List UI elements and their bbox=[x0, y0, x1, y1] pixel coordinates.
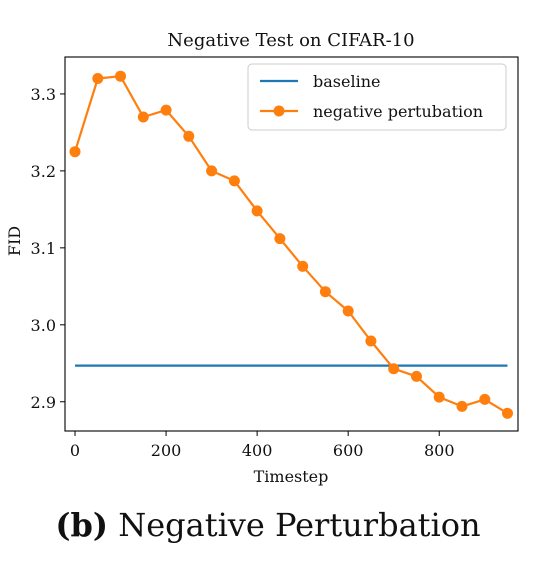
x-tick-label: 600 bbox=[333, 441, 364, 460]
data-point-negative-pertubation bbox=[365, 335, 377, 347]
data-point-negative-pertubation bbox=[160, 104, 172, 116]
data-point-negative-pertubation bbox=[342, 305, 354, 317]
data-point-negative-pertubation bbox=[388, 363, 400, 375]
x-tick-label: 200 bbox=[151, 441, 182, 460]
data-point-negative-pertubation bbox=[206, 165, 218, 177]
x-axis-label: Timestep bbox=[254, 467, 329, 486]
data-point-negative-pertubation bbox=[411, 370, 422, 382]
x-tick-label: 400 bbox=[242, 441, 273, 460]
legend-marker-negative-pertubation bbox=[273, 105, 285, 117]
y-tick-label: 3.1 bbox=[31, 239, 56, 258]
legend-label-baseline: baseline bbox=[313, 72, 380, 91]
data-point-negative-pertubation bbox=[251, 205, 263, 217]
data-point-negative-pertubation bbox=[92, 73, 104, 84]
data-point-negative-pertubation bbox=[274, 233, 286, 245]
line-chart: Negative Test on CIFAR-10 0 200 400 600 800 2… bbox=[5, 30, 519, 486]
y-tick-label: 3.2 bbox=[31, 162, 56, 181]
data-point-negative-pertubation bbox=[69, 146, 81, 158]
data-point-negative-pertubation bbox=[228, 175, 240, 187]
plot-area bbox=[69, 70, 513, 419]
data-point-negative-pertubation bbox=[479, 393, 491, 405]
data-point-negative-pertubation bbox=[319, 286, 331, 298]
y-axis-label: FID bbox=[5, 226, 24, 256]
chart-title: Negative Test on CIFAR-10 bbox=[167, 30, 414, 51]
data-point-negative-pertubation bbox=[137, 111, 149, 123]
legend-label-negative-pertubation: negative pertubation bbox=[313, 102, 483, 121]
figure-caption: (b) Negative Perturbation bbox=[0, 506, 536, 544]
data-point-negative-pertubation bbox=[456, 400, 468, 412]
axis-ticks: 0 200 400 600 800 2.9 3.0 3.1 3.2 3.3 bbox=[31, 85, 455, 460]
x-tick-label: 0 bbox=[70, 441, 80, 460]
caption-text: Negative Perturbation bbox=[118, 506, 481, 544]
data-point-negative-pertubation bbox=[433, 391, 445, 403]
legend-frame bbox=[247, 63, 507, 131]
x-tick-label: 800 bbox=[424, 441, 455, 460]
axes-frame bbox=[64, 56, 519, 432]
caption-label: (b) bbox=[55, 506, 109, 544]
y-tick-label: 3.3 bbox=[31, 85, 56, 104]
data-point-negative-pertubation bbox=[502, 407, 513, 419]
y-tick-label: 3.0 bbox=[31, 316, 56, 335]
data-point-negative-pertubation bbox=[183, 130, 195, 142]
y-tick-label: 2.9 bbox=[31, 393, 56, 412]
legend: baseline negative pertubation bbox=[247, 63, 507, 131]
data-point-negative-pertubation bbox=[297, 260, 309, 272]
data-point-negative-pertubation bbox=[115, 70, 126, 82]
